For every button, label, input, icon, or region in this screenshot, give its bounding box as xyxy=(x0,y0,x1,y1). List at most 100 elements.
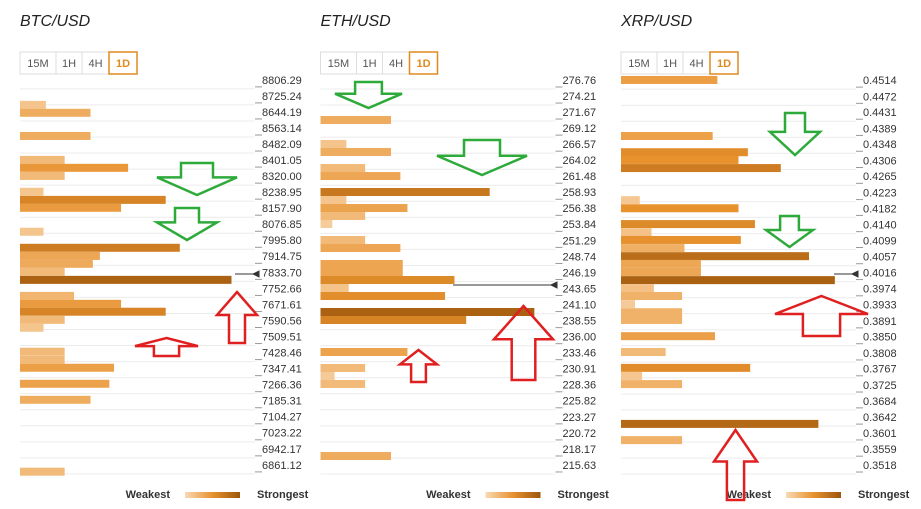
y-tick-label: 7590.56 xyxy=(262,315,302,327)
confluence-bar xyxy=(621,164,781,173)
down-arrow xyxy=(766,111,824,157)
y-tick-label: 7509.51 xyxy=(262,331,302,343)
y-tick-label: 8644.19 xyxy=(262,107,302,119)
confluence-bar xyxy=(621,380,683,389)
y-tick-label: 7671.61 xyxy=(262,299,302,311)
y-tick-label: 238.55 xyxy=(563,316,597,328)
confluence-bar xyxy=(621,291,683,300)
confluence-bar xyxy=(20,155,65,164)
timeframe-tab-label[interactable]: 4H xyxy=(389,58,403,70)
timeframe-tab-label[interactable]: 1H xyxy=(663,58,677,70)
confluence-bar xyxy=(20,355,65,364)
y-tick-label: 7023.22 xyxy=(262,428,302,440)
y-tick-label: 228.36 xyxy=(563,380,597,392)
panel-title: XRP/USD xyxy=(620,13,693,30)
confluence-bar xyxy=(20,395,91,404)
confluence-bar xyxy=(621,315,683,324)
confluence-bar xyxy=(621,436,683,445)
panel-title: ETH/USD xyxy=(321,13,392,30)
confluence-bar xyxy=(320,371,335,380)
timeframe-tab[interactable] xyxy=(709,51,739,75)
y-tick-label: 218.17 xyxy=(563,444,597,456)
timeframe-tab-label[interactable]: 1D xyxy=(416,58,430,70)
confluence-bar xyxy=(20,171,65,180)
timeframe-tab-label[interactable]: 1D xyxy=(717,58,731,70)
y-tick-label: 0.3891 xyxy=(863,316,897,328)
y-tick-label: 233.46 xyxy=(563,348,597,360)
timeframe-tab-label[interactable]: 4H xyxy=(88,58,102,70)
legend-weakest: Weakest xyxy=(126,489,171,501)
confluence-bar xyxy=(320,196,347,205)
confluence-bar xyxy=(320,164,366,173)
timeframe-tab[interactable] xyxy=(408,51,439,75)
y-tick-label: 0.3974 xyxy=(863,284,897,296)
confluence-bar xyxy=(20,275,232,284)
y-tick-label: 0.4306 xyxy=(863,155,897,167)
y-tick-label: 220.72 xyxy=(563,428,597,440)
legend-gradient xyxy=(485,492,541,498)
y-tick-label: 264.02 xyxy=(563,155,597,167)
y-tick-label: 7428.46 xyxy=(262,348,302,360)
y-tick-label: 0.4099 xyxy=(863,235,897,247)
y-tick-label: 0.3642 xyxy=(863,412,897,424)
confluence-bar xyxy=(20,163,129,172)
y-tick-label: 269.12 xyxy=(563,123,597,135)
timeframe-tab-label[interactable]: 15M xyxy=(27,58,48,70)
up-arrow xyxy=(134,336,199,358)
y-tick-label: 7914.75 xyxy=(262,251,302,263)
y-tick-label: 8806.29 xyxy=(262,75,302,87)
confluence-bar xyxy=(320,363,366,372)
up-arrow xyxy=(396,348,441,384)
panel-title: BTC/USD xyxy=(20,13,91,30)
confluence-bar xyxy=(320,204,408,213)
confluence-bar xyxy=(320,268,403,277)
confluence-bar xyxy=(621,204,739,213)
y-tick-label: 0.4431 xyxy=(863,107,897,119)
timeframe-tab-label[interactable]: 15M xyxy=(628,58,649,70)
confluence-bar xyxy=(20,203,122,212)
confluence-bar xyxy=(621,131,713,140)
confluence-bar xyxy=(320,276,455,285)
y-tick-label: 236.00 xyxy=(563,332,597,344)
y-tick-label: 7266.36 xyxy=(262,380,302,392)
y-tick-label: 0.4140 xyxy=(863,220,897,232)
confluence-bar xyxy=(621,148,748,157)
confluence-bar xyxy=(621,252,809,261)
confluence-bar xyxy=(621,220,755,229)
timeframe-tab-label[interactable]: 1D xyxy=(116,58,130,70)
confluence-bar xyxy=(20,251,100,260)
y-tick-label: 0.4389 xyxy=(863,123,897,135)
y-tick-label: 0.3518 xyxy=(863,460,897,472)
timeframe-tab-label[interactable]: 1H xyxy=(362,58,376,70)
legend-strongest: Strongest xyxy=(558,489,610,501)
current-price-pointer xyxy=(549,281,558,289)
y-tick-label: 7347.41 xyxy=(262,364,302,376)
confluence-bar xyxy=(320,244,401,253)
timeframe-tab-label[interactable]: 15M xyxy=(328,58,349,70)
panel: XRP/USD 15M 1H 4H 1D 0.4514 0.4472 0.4431 0.4389… xyxy=(620,13,910,501)
y-tick-label: 7185.31 xyxy=(262,396,302,408)
y-tick-label: 0.3601 xyxy=(863,428,897,440)
y-tick-label: 0.3808 xyxy=(863,348,897,360)
price-markers xyxy=(235,270,859,289)
confluence-bar xyxy=(320,236,366,245)
up-arrow xyxy=(491,304,556,382)
y-tick-label: 276.76 xyxy=(563,75,597,87)
y-tick-label: 271.67 xyxy=(563,107,597,119)
y-tick-label: 251.29 xyxy=(563,235,597,247)
confluence-bar xyxy=(621,308,683,317)
panel: ETH/USD 15M 1H 4H 1D 276.76 274.21 271.67 269.12… xyxy=(320,13,610,501)
y-tick-label: 8563.14 xyxy=(262,123,302,135)
confluence-bar xyxy=(20,267,65,276)
current-price-pointer xyxy=(850,270,859,278)
y-tick-label: 0.3933 xyxy=(863,300,897,312)
timeframe-tab-label[interactable]: 1H xyxy=(62,58,76,70)
y-tick-label: 246.19 xyxy=(563,267,597,279)
confluence-bar xyxy=(621,348,666,357)
y-tick-label: 6861.12 xyxy=(262,460,302,472)
confluence-bar xyxy=(20,187,44,196)
y-tick-label: 0.3850 xyxy=(863,332,897,344)
timeframe-tab-label[interactable]: 4H xyxy=(689,58,703,70)
timeframe-tab[interactable] xyxy=(108,51,138,75)
confluence-bar xyxy=(20,259,93,268)
